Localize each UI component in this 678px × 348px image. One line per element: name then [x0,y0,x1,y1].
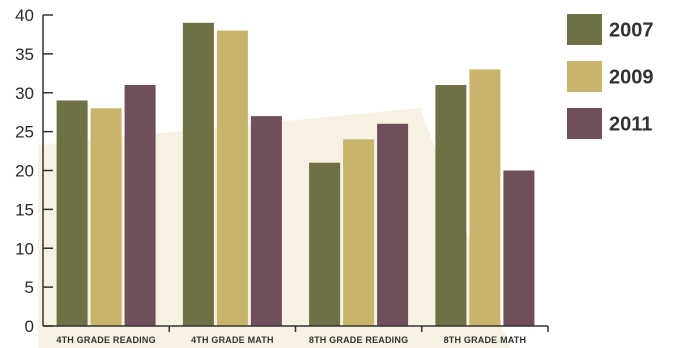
bar-2007-3 [309,162,341,326]
y-tick-label-25: 25 [15,123,34,142]
bar-2007-4 [435,85,467,326]
y-tick-label-0: 0 [25,317,34,336]
bar-2011-2 [250,116,282,326]
legend-label-2011: 2011 [609,114,652,136]
bar-2011-1 [124,85,156,326]
bar-2007-1 [56,100,88,326]
legend: 2007 2009 2011 [567,14,654,139]
y-tick-label-40: 40 [15,6,34,25]
y-tick-label-10: 10 [15,239,34,258]
x-category-label-4: 8TH GRADE MATH [444,335,527,345]
y-tick-label-30: 30 [15,84,34,103]
x-category-label-2: 4TH GRADE MATH [191,335,274,345]
legend-label-2007: 2007 [609,20,654,42]
bar-2011-3 [377,123,409,326]
bar-2011-4 [503,170,535,326]
bars-layer [56,22,535,327]
bar-2007-2 [182,22,214,327]
axes-layer: 0 5 10 15 20 25 30 35 40 4TH GRADE READING 4TH GRA… [15,6,549,345]
legend-swatch-2011 [567,108,602,139]
bar-2009-3 [343,139,375,326]
y-tick-label-15: 15 [15,200,34,219]
y-tick-label-35: 35 [15,45,34,64]
x-category-label-3: 8TH GRADE READING [309,335,408,345]
y-tick-label-20: 20 [15,162,34,181]
y-tick-label-5: 5 [25,278,34,297]
bar-2009-1 [90,108,122,326]
legend-label-2009: 2009 [609,67,654,89]
bar-2009-2 [216,30,248,326]
bar-2009-4 [469,69,501,327]
x-category-label-1: 4TH GRADE READING [56,335,155,345]
legend-swatch-2007 [567,14,602,45]
legend-swatch-2009 [567,61,602,92]
